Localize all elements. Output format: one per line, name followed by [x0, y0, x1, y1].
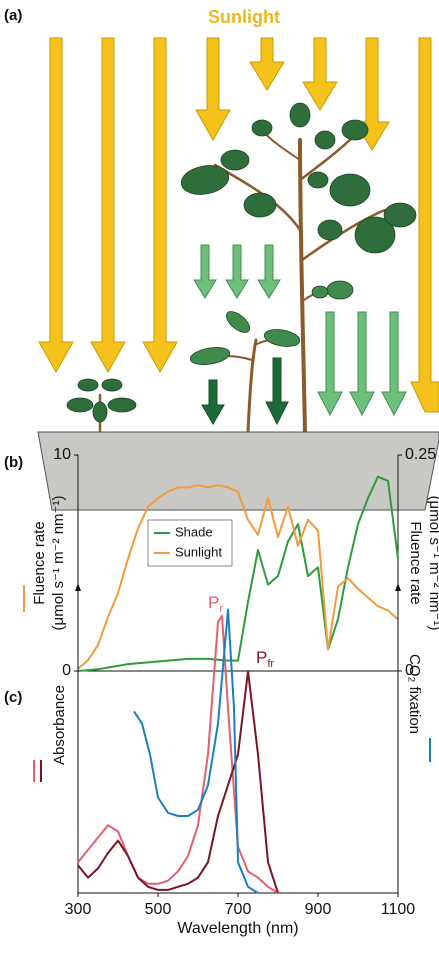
x-tick-label: 700	[225, 901, 252, 918]
figure: (a) Sunlight	[0, 0, 439, 973]
axis-arrow	[395, 583, 401, 591]
axis-arrow	[75, 583, 81, 591]
x-tick-label: 300	[65, 901, 92, 918]
series-label: Pfr	[256, 649, 274, 670]
panel-label: (c)	[4, 689, 22, 706]
y2-axis-label: (μmol s⁻¹ m⁻² nm⁻¹)	[426, 496, 439, 631]
series-line	[78, 485, 398, 669]
y2-tick-label: 0.25	[405, 446, 436, 463]
legend-label: Shade	[175, 524, 213, 539]
series-label-main: P	[256, 649, 267, 668]
y2-axis-label: Fluence rate	[407, 521, 424, 604]
series-label-sub: r	[219, 603, 223, 615]
series-line	[78, 671, 278, 893]
page: (a) Sunlight	[0, 0, 439, 973]
series-label: Pr	[208, 593, 223, 614]
series-label-main: P	[208, 593, 219, 612]
panel-label: (b)	[4, 454, 23, 471]
panel-label: (a)	[4, 7, 22, 24]
x-axis-label: Wavelength (nm)	[177, 920, 298, 937]
series-label-sub: fr	[267, 658, 274, 670]
ground	[38, 432, 439, 510]
y-axis-label: Fluence rate	[31, 521, 48, 604]
x-tick-label: 500	[145, 901, 172, 918]
x-tick-label: 900	[305, 901, 332, 918]
x-tick-label: 1100	[381, 901, 416, 918]
y-tick-label: 10	[53, 446, 71, 463]
y-tick-label: 0	[62, 662, 71, 679]
sunlight-label: Sunlight	[208, 7, 280, 27]
y2-axis-label: CO₂ fixation	[406, 654, 423, 734]
y-axis-label: (μmol s⁻¹ m⁻² nm⁻¹)	[50, 496, 67, 631]
y-axis-label: Absorbance	[51, 685, 68, 765]
legend-label: Sunlight	[175, 544, 222, 559]
